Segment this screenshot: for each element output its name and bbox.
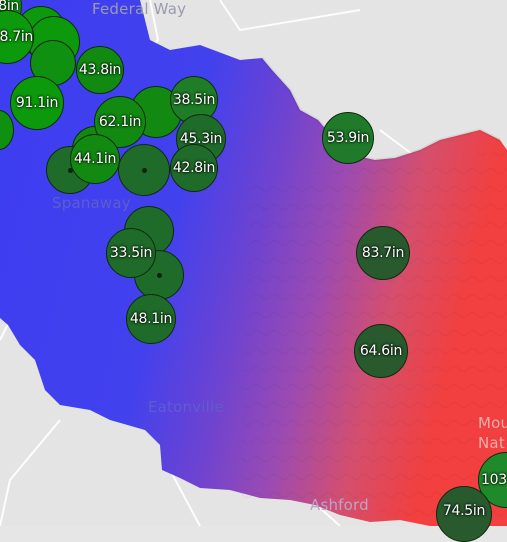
- station-marker[interactable]: 74.5in: [436, 486, 492, 542]
- station-marker[interactable]: 42.8in: [170, 144, 218, 192]
- station-value: 53.9in: [326, 130, 370, 146]
- station-value: 64.6in: [359, 343, 403, 359]
- station-marker[interactable]: 64.6in: [354, 324, 408, 378]
- place-label-ashford: Ashford: [310, 496, 369, 514]
- place-label-federal-way: Federal Way: [92, 0, 187, 18]
- station-dot: [67, 167, 73, 173]
- station-value: 44.1in: [73, 151, 117, 167]
- place-label-mount: Mou: [478, 414, 507, 432]
- station-marker[interactable]: 83.7in: [356, 226, 410, 280]
- station-value: 103: [481, 472, 507, 488]
- station-value: 42.8in: [172, 160, 216, 176]
- station-value: 45.3in: [179, 131, 223, 147]
- station-dot: [141, 167, 147, 173]
- station-marker[interactable]: 91.1in: [10, 76, 64, 130]
- station-value: 91.1in: [15, 95, 59, 111]
- station-value: 74.5in: [442, 503, 486, 519]
- station-marker[interactable]: 33.5in: [106, 228, 156, 278]
- station-dot: [156, 272, 162, 278]
- station-value: 83.7in: [361, 245, 405, 261]
- station-value: 8.7in: [0, 29, 33, 45]
- station-marker[interactable]: 53.9in: [322, 112, 374, 164]
- station-value: 33.5in: [109, 245, 153, 261]
- station-marker[interactable]: 43.8in: [76, 46, 124, 94]
- place-label-spanaway: Spanaway: [52, 194, 131, 212]
- station-marker[interactable]: 44.1in: [70, 134, 120, 184]
- station-value: 48.1in: [129, 311, 173, 327]
- precipitation-map[interactable]: [0, 0, 507, 526]
- station-marker[interactable]: 48.1in: [126, 294, 176, 344]
- station-marker[interactable]: [118, 144, 170, 196]
- place-label-national: Nat: [478, 434, 505, 452]
- station-value: 38.5in: [172, 92, 216, 108]
- station-value: 43.8in: [78, 62, 122, 78]
- station-value: 62.1in: [98, 114, 142, 130]
- place-label-eatonville: Eatonville: [148, 398, 224, 416]
